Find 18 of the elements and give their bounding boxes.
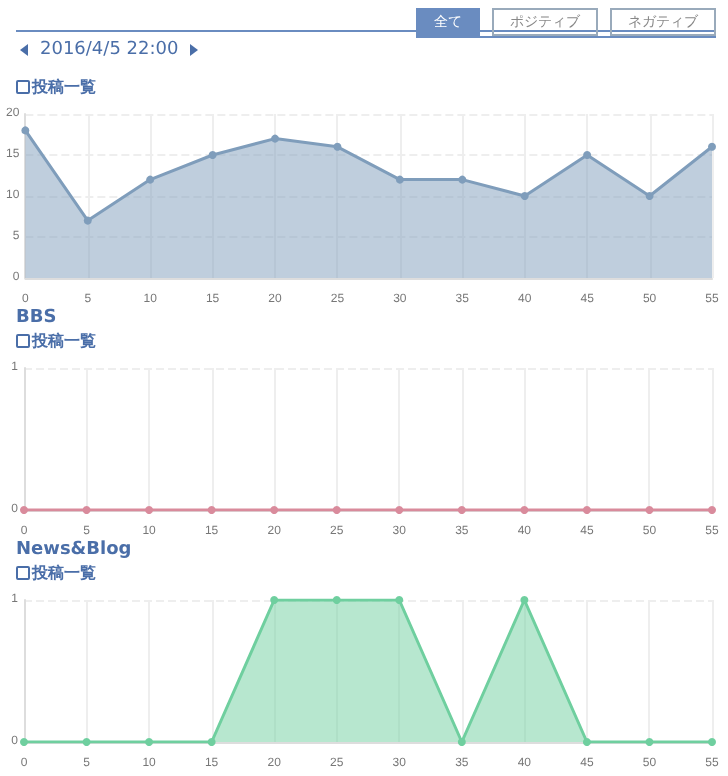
point [583,151,592,159]
chart-title: News&Blog [16,538,134,562]
chart-title: BBS [16,306,59,330]
point [458,175,467,184]
point [333,142,342,151]
chart-subtitle: 投稿一覧 [32,76,96,98]
point [395,175,404,184]
point [21,126,30,135]
point [645,192,654,200]
point [520,192,529,200]
chart-subtitle: 投稿一覧 [32,562,96,584]
point [146,175,155,184]
point [208,151,217,159]
point [83,216,92,225]
chart-subtitle: 投稿一覧 [32,330,96,352]
point [708,142,716,151]
point [271,134,280,143]
text: 2016/4/5 22:00 [40,40,179,60]
